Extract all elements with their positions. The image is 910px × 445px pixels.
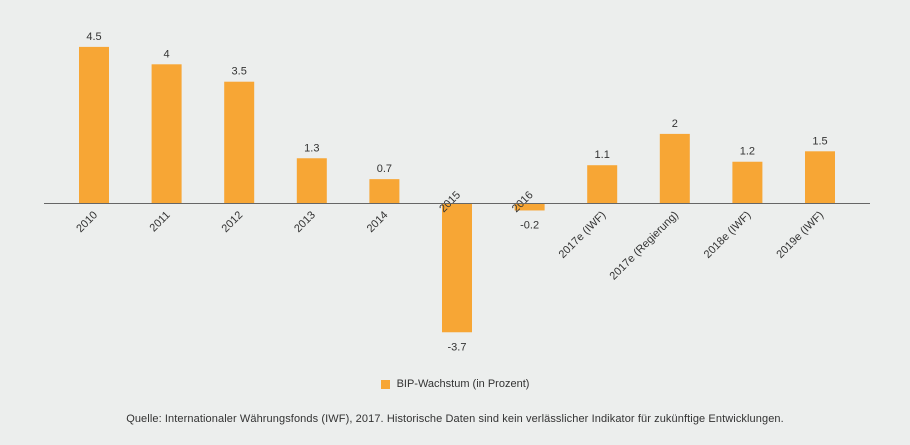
value-label-9: 1.2 <box>740 146 755 158</box>
legend: BIP-Wachstum (in Prozent) <box>0 378 910 390</box>
category-label-8: 2017e (Regierung) <box>608 209 681 282</box>
bar-7 <box>587 165 618 204</box>
bar-2 <box>224 81 255 204</box>
value-label-0: 4.5 <box>86 31 101 43</box>
bar-10 <box>805 151 835 204</box>
bar-6 <box>514 203 545 211</box>
bar-9 <box>732 161 763 204</box>
bar-4 <box>369 179 400 204</box>
value-label-4: 0.7 <box>377 163 392 175</box>
category-label-9: 2018e (IWF) <box>702 209 754 261</box>
bar-8 <box>659 133 690 204</box>
source-note: Quelle: Internationaler Währungsfonds (I… <box>126 413 784 425</box>
bar-5 <box>442 203 472 333</box>
value-label-2: 3.5 <box>232 66 247 78</box>
category-label-3: 2013 <box>292 209 318 235</box>
category-label-2: 2012 <box>220 209 246 235</box>
value-label-1: 4 <box>164 48 170 60</box>
legend-label: BIP-Wachstum (in Prozent) <box>396 378 530 390</box>
category-label-10: 2019e (IWF) <box>774 209 826 261</box>
legend-swatch <box>380 379 390 389</box>
value-label-7: 1.1 <box>595 149 610 161</box>
category-label-6: 2016 <box>510 189 536 215</box>
value-label-5: -3.7 <box>448 341 467 353</box>
value-label-3: 1.3 <box>304 142 319 154</box>
category-label-1: 2011 <box>148 209 173 234</box>
category-label-7: 2017e (IWF) <box>557 209 609 261</box>
bar-1 <box>151 64 182 204</box>
value-label-6: -0.2 <box>520 219 539 231</box>
value-label-8: 2 <box>672 118 678 130</box>
bar-3 <box>296 158 327 204</box>
category-label-4: 2014 <box>365 209 391 235</box>
category-label-0: 2010 <box>74 209 100 235</box>
bar-0 <box>79 46 109 204</box>
value-label-10: 1.5 <box>812 135 827 147</box>
